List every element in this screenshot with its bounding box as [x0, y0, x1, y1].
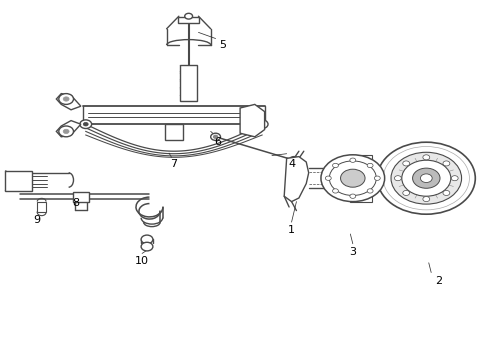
Circle shape: [292, 159, 296, 162]
Polygon shape: [284, 157, 309, 202]
Circle shape: [443, 190, 450, 195]
Text: 9: 9: [33, 215, 40, 225]
Text: 6: 6: [215, 137, 221, 147]
Circle shape: [391, 152, 462, 204]
Polygon shape: [240, 104, 265, 137]
Polygon shape: [56, 121, 81, 137]
Circle shape: [289, 157, 299, 164]
Circle shape: [350, 158, 356, 162]
Circle shape: [260, 122, 265, 126]
Text: 4: 4: [288, 159, 295, 169]
Bar: [5, 171, 32, 191]
Circle shape: [211, 133, 220, 140]
Circle shape: [214, 135, 218, 138]
Circle shape: [80, 120, 92, 129]
Circle shape: [367, 189, 373, 193]
Circle shape: [63, 97, 69, 101]
Circle shape: [394, 176, 401, 181]
Bar: [180, 65, 197, 101]
Text: 7: 7: [171, 159, 177, 169]
Circle shape: [350, 194, 356, 198]
Circle shape: [321, 155, 385, 202]
Circle shape: [377, 142, 475, 214]
Circle shape: [423, 197, 430, 202]
Polygon shape: [56, 94, 81, 110]
Text: 3: 3: [349, 247, 356, 257]
Circle shape: [443, 161, 450, 166]
Text: 2: 2: [435, 276, 442, 286]
Circle shape: [333, 163, 339, 168]
Circle shape: [423, 155, 430, 160]
Circle shape: [402, 160, 451, 196]
Text: 5: 5: [220, 40, 226, 50]
Bar: [37, 202, 46, 212]
Circle shape: [420, 174, 432, 183]
Text: 8: 8: [73, 198, 79, 208]
Circle shape: [325, 176, 331, 180]
Circle shape: [185, 13, 193, 19]
Bar: [165, 124, 183, 140]
Text: 1: 1: [288, 225, 295, 235]
Bar: [73, 192, 89, 202]
Circle shape: [403, 161, 410, 166]
Circle shape: [59, 126, 74, 137]
Circle shape: [83, 122, 88, 126]
Circle shape: [63, 129, 69, 134]
Circle shape: [59, 94, 74, 104]
Circle shape: [329, 161, 376, 195]
Circle shape: [141, 242, 153, 251]
Circle shape: [341, 169, 365, 187]
Circle shape: [374, 176, 380, 180]
Circle shape: [256, 120, 268, 129]
Circle shape: [367, 163, 373, 168]
Circle shape: [403, 190, 410, 195]
Circle shape: [333, 189, 339, 193]
Bar: [178, 17, 199, 23]
Circle shape: [413, 168, 440, 188]
Circle shape: [451, 176, 458, 181]
Text: 10: 10: [135, 256, 149, 266]
Circle shape: [141, 235, 153, 244]
Bar: [350, 155, 372, 202]
